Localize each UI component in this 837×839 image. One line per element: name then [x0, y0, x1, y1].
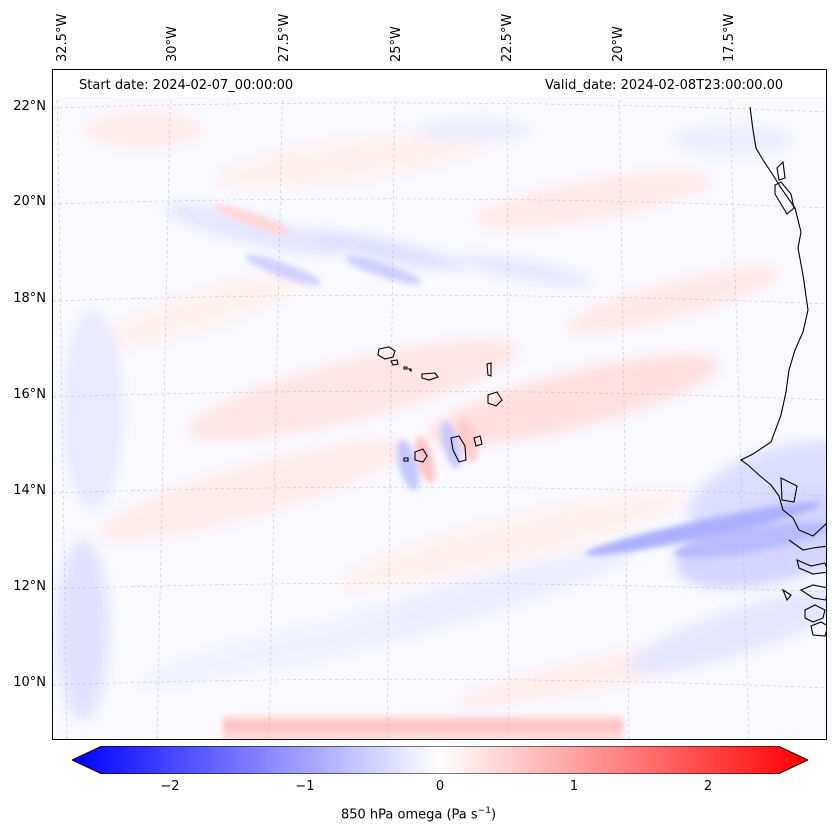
graticule	[53, 70, 826, 739]
omega-field-features	[215, 205, 826, 739]
colorbar-label-suffix: )	[490, 807, 497, 823]
lon-label-32-5w: 32.5°W	[55, 13, 70, 62]
lon-label-17-5w: 17.5°W	[722, 13, 737, 62]
cape-verde-coastline	[377, 346, 503, 463]
colorbar-tick-1: 1	[569, 779, 579, 794]
lat-label-20n: 20°N	[13, 194, 46, 209]
colorbar-label-exponent: −1	[477, 806, 491, 816]
colorbar-label: 850 hPa omega (Pa s−1)	[0, 806, 837, 822]
lon-label-20w: 20°W	[611, 26, 626, 62]
lat-label-10n: 10°N	[13, 675, 46, 690]
lat-label-18n: 18°N	[13, 291, 46, 306]
colorbar-tick-neg1: −1	[295, 779, 315, 794]
start-date-label: Start date: 2024-02-07_00:00:00	[77, 78, 296, 93]
colorbar	[72, 746, 808, 774]
colorbar-body	[72, 746, 808, 774]
lon-label-30w: 30°W	[165, 26, 180, 62]
map-panel[interactable]	[52, 69, 827, 740]
lat-label-22n: 22°N	[13, 99, 46, 114]
colorbar-tick-0: 0	[435, 779, 445, 794]
colorbar-tick-2: 2	[703, 779, 713, 794]
lat-label-14n: 14°N	[13, 483, 46, 498]
lat-label-16n: 16°N	[13, 387, 46, 402]
lat-label-12n: 12°N	[13, 579, 46, 594]
colorbar-tick-neg2: −2	[160, 779, 180, 794]
lon-label-25w: 25°W	[389, 26, 404, 62]
west-africa-coastline	[739, 106, 826, 637]
omega-field-map	[53, 70, 826, 739]
lon-label-27-5w: 27.5°W	[277, 13, 292, 62]
valid-date-label: Valid_date: 2024-02-08T23:00:00.00	[543, 78, 786, 93]
lon-label-22-5w: 22.5°W	[500, 13, 515, 62]
colorbar-label-text: 850 hPa omega (Pa s	[340, 807, 478, 823]
omega-field-patches	[57, 112, 826, 720]
